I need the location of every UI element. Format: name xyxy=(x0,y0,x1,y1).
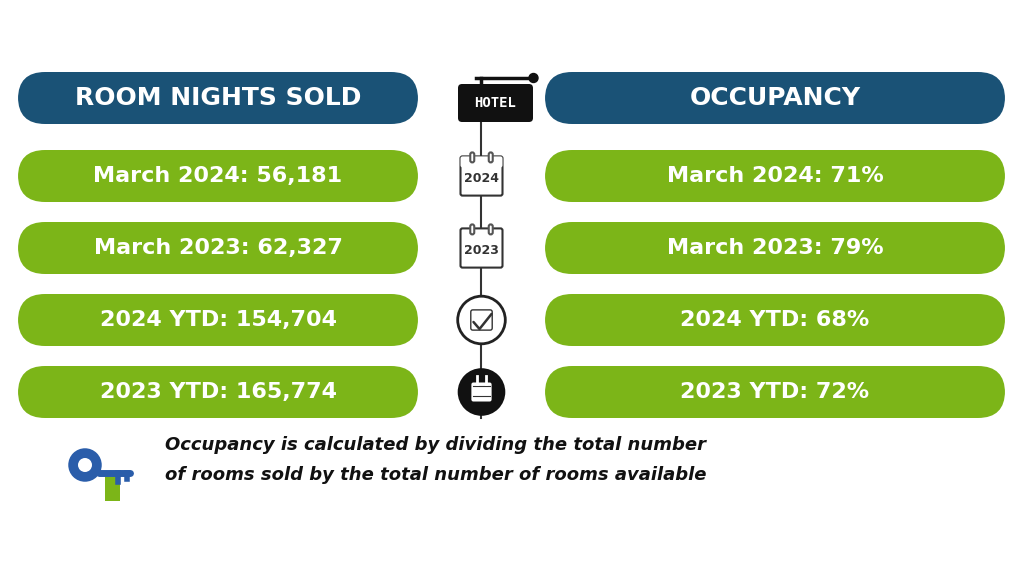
FancyBboxPatch shape xyxy=(458,84,534,122)
FancyBboxPatch shape xyxy=(488,152,493,162)
Polygon shape xyxy=(105,474,120,501)
FancyBboxPatch shape xyxy=(545,222,1005,274)
Text: 2023: 2023 xyxy=(464,243,499,256)
Text: 2024 YTD: 154,704: 2024 YTD: 154,704 xyxy=(99,310,337,330)
FancyBboxPatch shape xyxy=(470,225,474,235)
FancyBboxPatch shape xyxy=(18,150,418,202)
FancyBboxPatch shape xyxy=(471,310,493,330)
FancyBboxPatch shape xyxy=(461,228,503,268)
Circle shape xyxy=(458,368,505,416)
FancyBboxPatch shape xyxy=(470,152,474,162)
Text: 2024 YTD: 68%: 2024 YTD: 68% xyxy=(680,310,869,330)
Text: of rooms sold by the total number of rooms available: of rooms sold by the total number of roo… xyxy=(165,466,707,484)
FancyBboxPatch shape xyxy=(18,72,418,124)
Text: March 2023: 62,327: March 2023: 62,327 xyxy=(93,238,342,258)
FancyBboxPatch shape xyxy=(545,72,1005,124)
Text: March 2023: 79%: March 2023: 79% xyxy=(667,238,884,258)
FancyBboxPatch shape xyxy=(545,150,1005,202)
FancyBboxPatch shape xyxy=(461,87,530,119)
Text: 2024: 2024 xyxy=(464,172,499,185)
FancyBboxPatch shape xyxy=(461,156,503,168)
Text: Occupancy is calculated by dividing the total number: Occupancy is calculated by dividing the … xyxy=(165,436,706,454)
FancyBboxPatch shape xyxy=(18,366,418,418)
FancyBboxPatch shape xyxy=(545,294,1005,346)
Text: 2023 YTD: 165,774: 2023 YTD: 165,774 xyxy=(99,382,337,402)
FancyBboxPatch shape xyxy=(461,156,503,196)
Text: OCCUPANCY: OCCUPANCY xyxy=(689,86,860,110)
Text: 2023 YTD: 72%: 2023 YTD: 72% xyxy=(680,382,869,402)
FancyBboxPatch shape xyxy=(488,225,493,235)
Circle shape xyxy=(70,450,100,480)
Circle shape xyxy=(78,458,92,472)
Text: March 2024: 56,181: March 2024: 56,181 xyxy=(93,166,343,186)
Circle shape xyxy=(458,296,505,344)
Text: HOTEL: HOTEL xyxy=(474,96,516,110)
Text: March 2024: 71%: March 2024: 71% xyxy=(667,166,884,186)
FancyBboxPatch shape xyxy=(18,222,418,274)
FancyBboxPatch shape xyxy=(471,382,492,402)
Text: ROOM NIGHTS SOLD: ROOM NIGHTS SOLD xyxy=(75,86,361,110)
FancyBboxPatch shape xyxy=(545,366,1005,418)
Circle shape xyxy=(529,74,538,82)
FancyBboxPatch shape xyxy=(18,294,418,346)
